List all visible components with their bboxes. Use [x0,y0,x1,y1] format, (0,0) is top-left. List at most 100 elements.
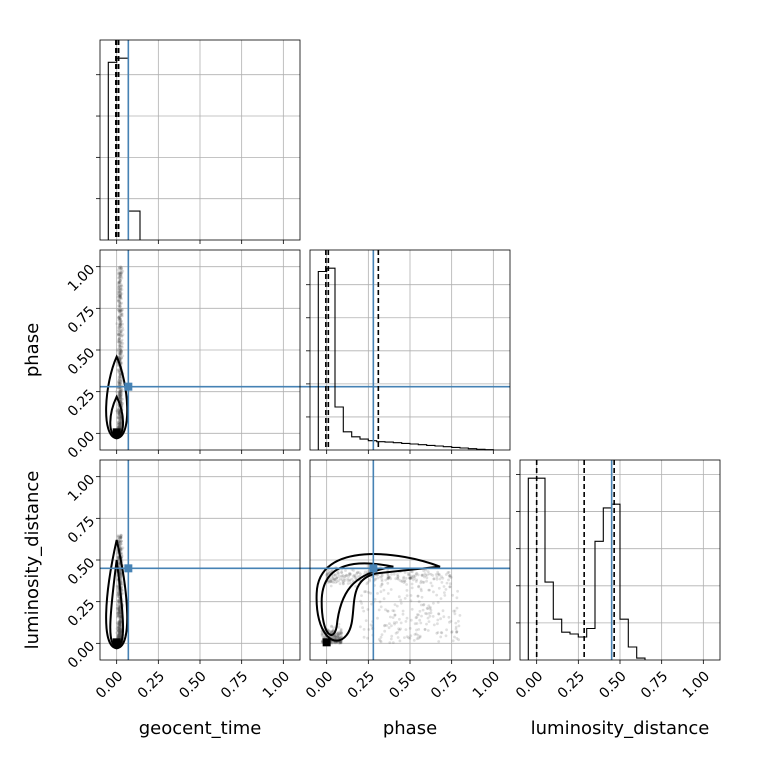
sample-point [118,617,122,621]
sample-point [338,630,342,633]
sample-point [118,426,122,429]
sample-point [423,572,427,576]
sample-point [117,381,120,385]
sample-point [360,594,363,597]
sample-point [432,623,436,627]
sample-point [330,568,334,572]
sample-point [117,280,121,283]
sample-point [403,636,406,639]
marks-layer [100,40,646,660]
sample-point [453,609,457,613]
sample-point [118,421,122,425]
sample-point [346,582,350,585]
sample-point [117,309,121,313]
sample-point [119,308,123,312]
sample-point [121,328,125,332]
sample-point [120,272,124,276]
sample-point [429,606,432,609]
sample-point [119,617,122,620]
sample-point [117,414,120,418]
sample-point [118,390,121,394]
sample-point [121,333,125,336]
sample-point [331,629,334,633]
sample-point [118,389,122,392]
sample-point [394,577,398,581]
sample-point [389,577,393,581]
sample-point [119,421,123,425]
sample-point [119,629,123,632]
sample-point [118,296,121,300]
sample-point [118,601,121,605]
sample-point [386,575,390,578]
sample-point [118,325,122,329]
sample-point [119,533,122,537]
sample-point [344,574,347,578]
sample-point [119,323,123,326]
sample-point [118,632,121,636]
sample-point [338,575,341,579]
sample-point [118,299,122,302]
sample-point [118,318,122,322]
sample-point [117,562,121,566]
sample-point [115,409,119,413]
sample-point [120,288,124,291]
sample-point [118,337,121,341]
sample-point [337,636,341,640]
sample-point [118,620,121,623]
sample-point [118,372,122,376]
sample-point [354,585,357,588]
sample-point [348,571,352,575]
sample-point [116,409,120,413]
sample-point [118,411,121,415]
sample-point [119,633,122,636]
sample-point [119,624,122,627]
sample-point [450,631,453,634]
sample-point [378,600,382,604]
sample-point [365,582,369,586]
sample-point [116,599,120,602]
sample-point [116,612,120,615]
sample-point [117,607,121,611]
sample-point [117,295,121,299]
sample-point [420,595,424,599]
sample-point [116,591,120,594]
histogram-luminosity_distance [527,477,646,660]
sample-point [117,288,121,292]
sample-point [119,383,123,386]
sample-point [416,594,420,598]
sample-point [118,416,122,420]
sample-point [119,333,123,337]
sample-point [425,612,429,616]
sample-point [119,332,123,335]
sample-point [120,297,123,300]
y-tick-label-luminosity_distance-4: 1.00 [65,472,98,505]
sample-point [117,391,121,395]
sample-point [118,607,121,611]
sample-point [117,417,121,421]
sample-point [116,593,119,597]
sample-point [117,627,121,630]
sample-point [119,543,122,546]
sample-point [119,619,123,623]
sample-point [408,627,412,630]
sample-point [116,426,120,429]
sample-point [120,314,124,318]
sample-point [118,422,122,425]
sample-point [400,579,404,583]
sample-point [119,292,122,295]
sample-point [380,573,384,577]
sample-point [118,418,122,422]
sample-point [117,285,120,289]
sample-point [334,581,337,584]
sample-point [334,635,338,639]
sample-point [120,301,124,305]
sample-point [119,633,122,637]
sample-point [118,619,122,623]
sample-point [335,641,339,645]
sample-point [444,573,448,576]
sample-point [117,425,121,428]
sample-point [396,575,400,579]
sample-point [118,422,122,426]
sample-point [119,542,123,546]
sample-point [118,411,122,415]
